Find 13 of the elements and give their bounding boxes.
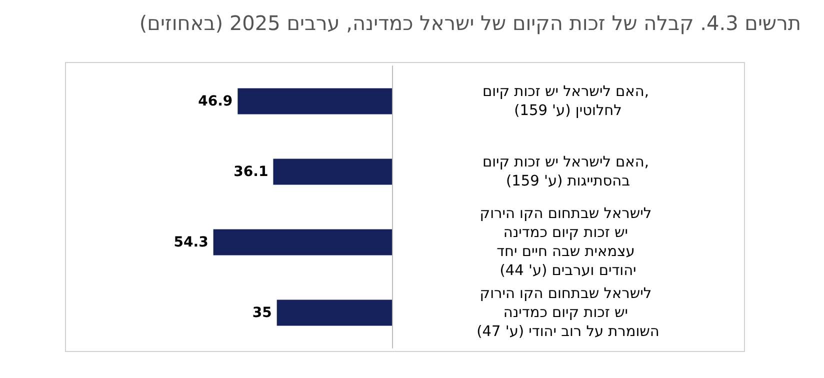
bar <box>273 158 392 185</box>
data-label: 46.9 <box>198 93 233 110</box>
y-tick-label: האם לישראל יש זכות קיום, בהסתייגות (ע' 159) <box>482 154 654 190</box>
bar <box>276 300 392 326</box>
bar <box>238 88 392 114</box>
y-tick-label: לישראל שבתחום הקו הירוק יש זכות קיום כמדינה השומרת על רוב יהודי (ע' 47) <box>476 286 660 340</box>
y-tick-label: לישראל שבתחום הקו הירוק יש זכות קיום כמדינה עצמאית שבה חיים יחד יהודים וערבים (ע' 44) <box>480 206 656 279</box>
text: תרשים 4.3. קבלה של זכות הקיום של ישראל כמדינה, ערבים 2025 (באחוזים) <box>139 11 802 35</box>
bar <box>213 229 392 256</box>
data-label: 54.3 <box>174 234 208 250</box>
data-label: 36.1 <box>234 164 268 180</box>
data-label: 35 <box>252 304 272 321</box>
y-tick-label: האם לישראל יש זכות קיום, לחלוטין (ע' 159) <box>482 84 654 119</box>
